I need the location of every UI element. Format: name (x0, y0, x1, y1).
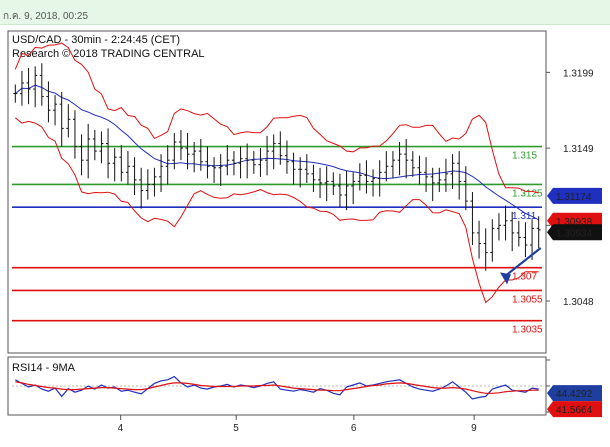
rsi-ma-tag-label: 41.5664 (556, 405, 593, 416)
rsi-value-tag-bg (547, 385, 602, 402)
chart-title: USD/CAD - 30min - 2:24:45 (CET) (12, 34, 180, 46)
current-level-tag-bg (547, 187, 602, 204)
rsi-value-tag-label: 44.4292 (556, 389, 593, 400)
level-label: 1.3035 (512, 325, 543, 336)
y-tick-label: 1.3149 (563, 144, 594, 155)
level-label: 1.311 (512, 211, 537, 222)
x-tick-label: 5 (233, 423, 239, 434)
y-tick-label: 1.3199 (563, 68, 594, 79)
main-panel-frame (7, 30, 547, 354)
level-label: 1.3125 (512, 188, 543, 199)
last-price-tag-label: 1.30934 (556, 228, 593, 239)
chart-subtitle: Research © 2018 TRADING CENTRAL (12, 48, 205, 60)
rsi-ma-tag-bg (547, 401, 602, 418)
x-tick-label: 4 (118, 423, 124, 434)
rsi-title: RSI14 - 9MA (12, 362, 76, 374)
x-tick-label: 9 (471, 423, 477, 434)
rsi-ma-line (15, 381, 539, 394)
x-tick-label: 6 (351, 423, 357, 434)
top-date-bar: ก.ค. 9, 2018, 00:25 (0, 0, 610, 25)
current-level-tag-label: 1.31174 (556, 192, 592, 203)
last-price-tag-bg (547, 224, 602, 241)
y-tick-label: 1.3048 (563, 297, 594, 308)
moving-average-line (14, 84, 539, 221)
level-label: 1.307 (512, 272, 537, 283)
level-label: 1.3055 (512, 294, 543, 305)
red-price-tag-label: 1.30938 (556, 217, 593, 228)
forecast-arrowhead (500, 272, 511, 285)
lower-band-line (14, 117, 539, 304)
date-text: ก.ค. 9, 2018, 00:25 (3, 11, 89, 22)
level-label: 1.315 (512, 151, 537, 162)
forecast-arrow-shaft (505, 247, 542, 277)
upper-band-line (14, 42, 539, 194)
